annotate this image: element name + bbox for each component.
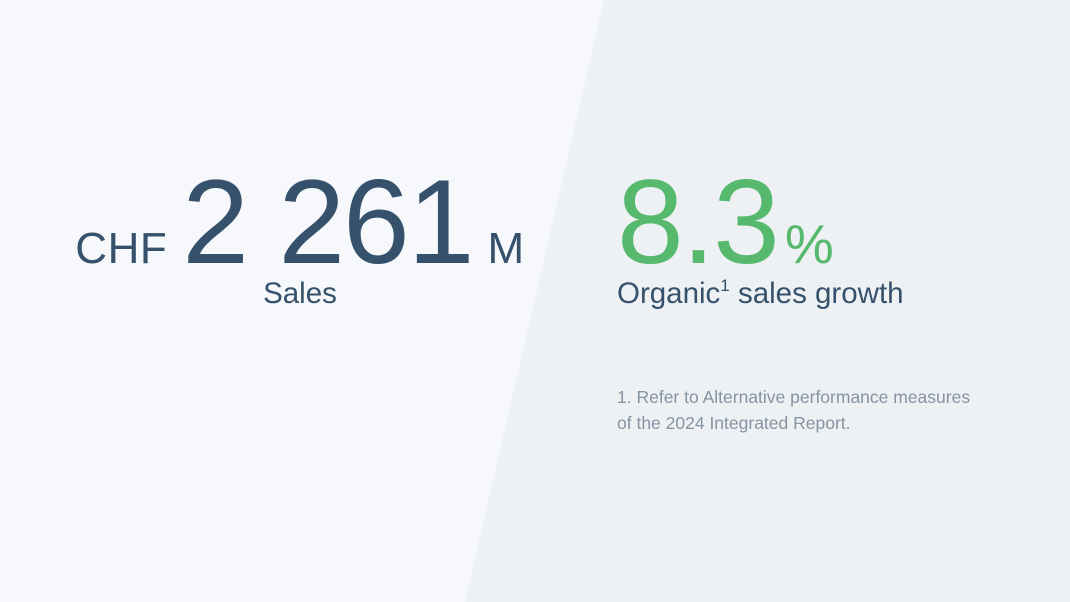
- percent-sign: %: [784, 213, 834, 275]
- sales-stat-block: CHF 2 261 M Sales: [0, 162, 600, 312]
- organic-growth-value-line: 8.3 %: [617, 162, 989, 282]
- organic-growth-stat-block: 8.3 % Organic1 sales growth 1. Refer to …: [617, 162, 989, 436]
- sales-label: Sales: [263, 277, 337, 310]
- footnote-marker: 1: [720, 276, 730, 296]
- footnote-text: 1. Refer to Alternative performance meas…: [617, 387, 971, 433]
- organic-growth-label-prefix: Organic: [617, 277, 721, 310]
- sales-currency: CHF: [75, 224, 168, 273]
- organic-growth-label: Organic1 sales growth: [617, 276, 989, 312]
- organic-growth-value: 8.3: [617, 155, 780, 289]
- organic-growth-label-suffix: sales growth: [729, 277, 904, 310]
- sales-value-line: CHF 2 261 M: [0, 162, 600, 282]
- sales-unit: M: [487, 224, 525, 273]
- sales-value: 2 261: [182, 155, 474, 289]
